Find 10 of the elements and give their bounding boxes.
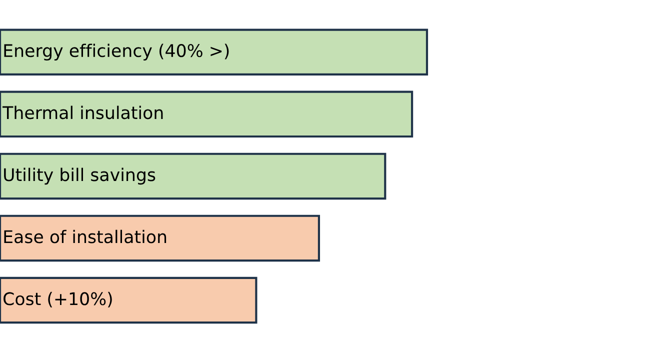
y-tick-label: Ease of installation: [4, 230, 166, 244]
y-tick-label: Cost (+10%): [4, 292, 112, 308]
y-tick-label: Utility bill savings: [4, 168, 156, 185]
y-tick-label: Energy efficiency (40% >): [4, 44, 229, 61]
y-tick-label: Thermal insulation: [2, 106, 163, 120]
bar: [0, 28, 428, 76]
bar: [0, 214, 320, 262]
bar: [0, 90, 414, 138]
bar: [0, 152, 386, 200]
bar: [0, 276, 258, 324]
